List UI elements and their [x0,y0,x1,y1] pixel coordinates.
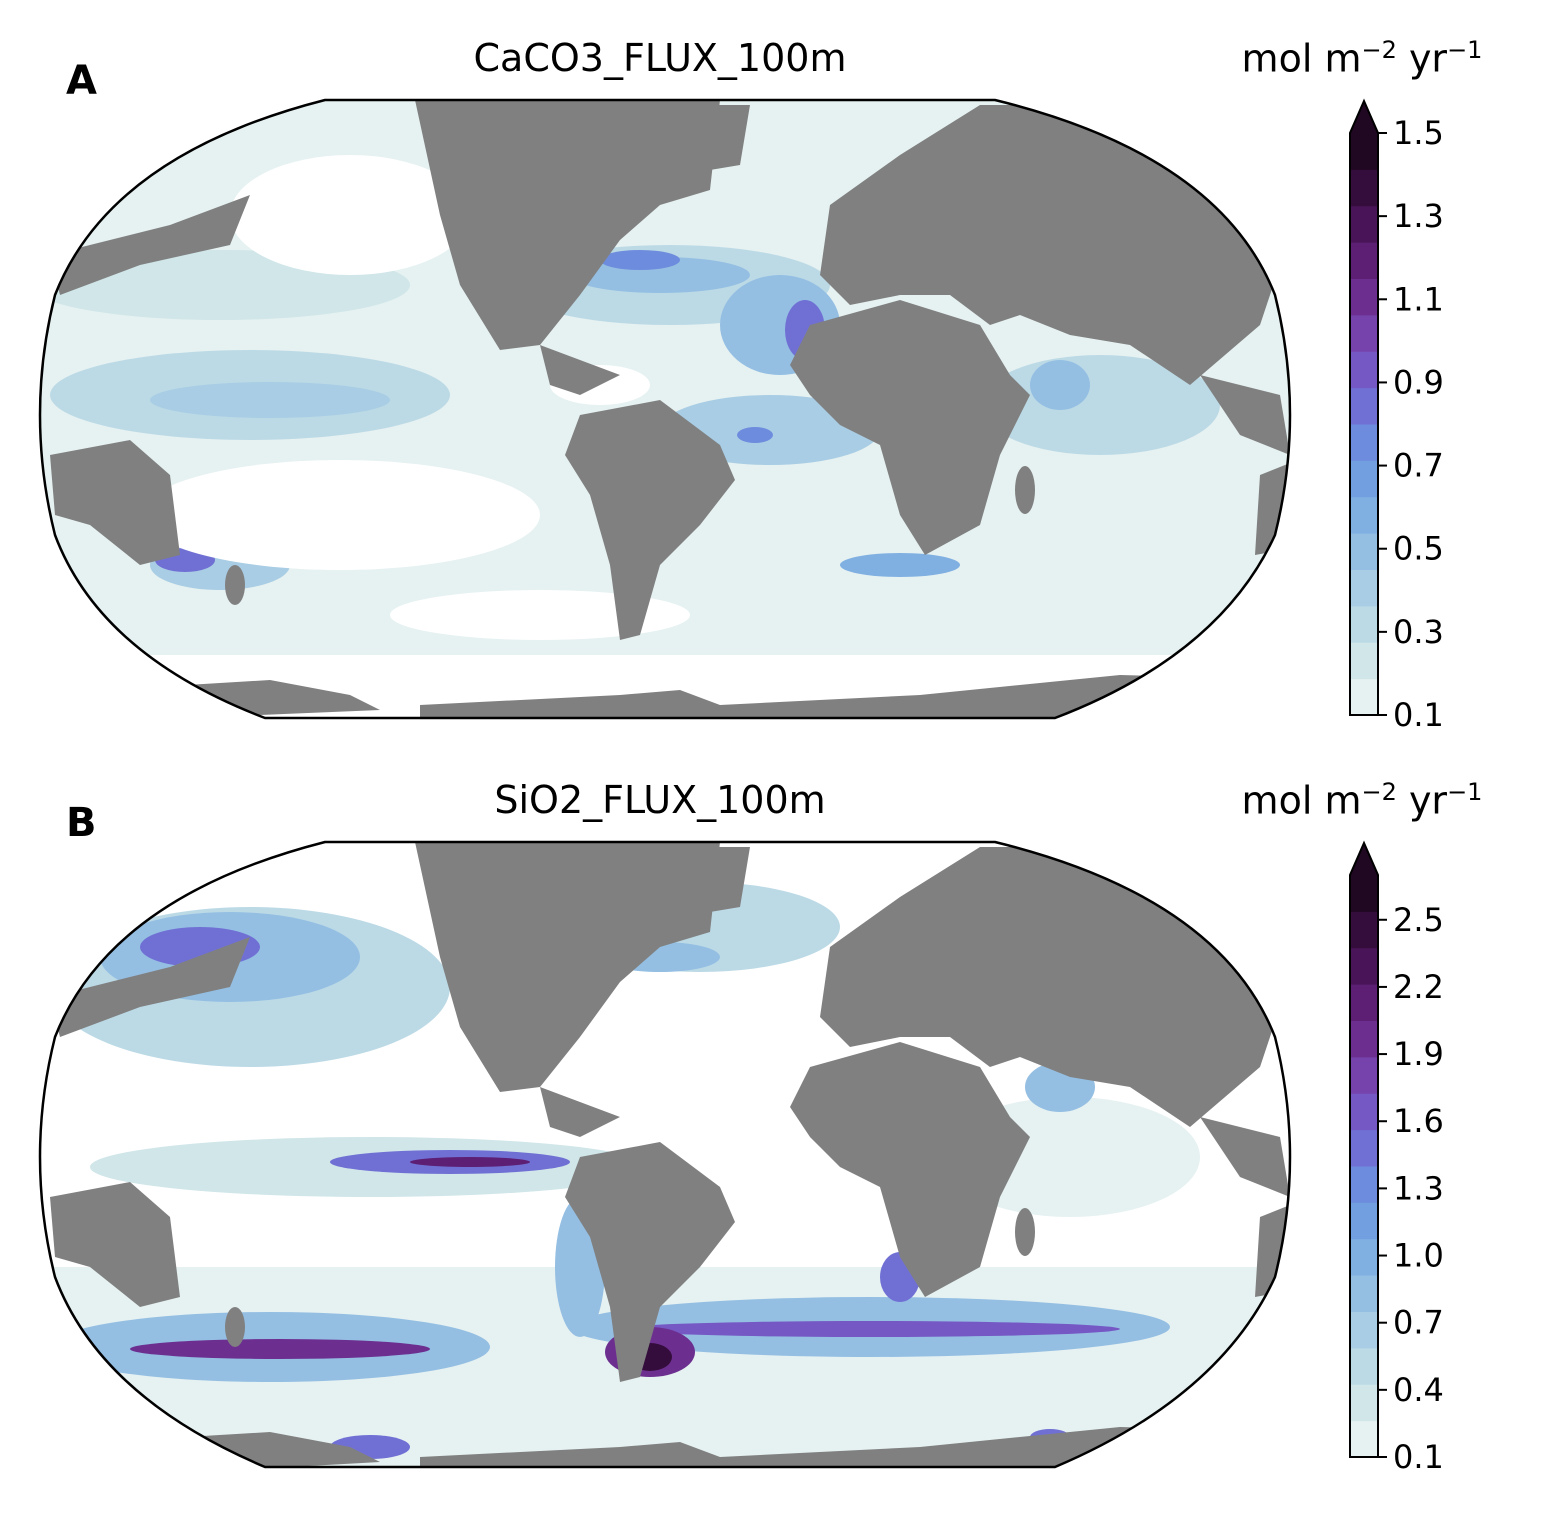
colorbar-outline [1349,98,1379,716]
colorbar-outline [1349,840,1379,1458]
colorbar-tick-label: 0.7 [1393,447,1444,485]
colorbar-tick-label: 0.9 [1393,363,1444,401]
colorbar-tick-label: 0.1 [1393,1438,1444,1476]
map-frame [38,840,1292,1469]
colorbar-segment [1350,875,1378,912]
panel-a: A CaCO3_FLUX_100m mol m−2 yr−1 [0,0,1555,745]
panel-letter: A [66,58,97,104]
colorbar-segment [1350,351,1378,389]
colorbar-segment [1350,169,1378,207]
map-frame [38,98,1292,720]
colorbar-tick-label: 2.2 [1393,968,1444,1006]
colorbar-segment [1350,1056,1378,1094]
colorbar-tick-label: 1.6 [1393,1102,1444,1140]
colorbar-segment [1350,947,1378,985]
colorbar-segment [1350,314,1378,352]
colorbar-segment [1350,1166,1378,1203]
colorbar-segment [1350,1420,1378,1458]
colorbar-segment [1350,242,1378,279]
colorbar-segment [1350,1311,1378,1349]
panel-title: CaCO3_FLUX_100m [473,36,847,80]
world-map [38,840,1292,1469]
colorbar-tick-label: 2.5 [1393,901,1444,939]
colorbar-tick-label: 0.4 [1393,1371,1444,1409]
colorbar-segment [1350,460,1378,498]
colorbar-segment [1350,205,1378,243]
colorbar: 0.1 0.3 0.5 0.7 0.9 1.1 1.3 1.5 [1349,98,1444,734]
colorbar-tick-label: 1.1 [1393,280,1444,318]
colorbar-segment [1350,533,1378,570]
colorbar-segment [1350,496,1378,534]
colorbar-tick-label: 0.7 [1393,1304,1444,1342]
colorbar-segment [1350,911,1378,949]
panel-letter: B [66,800,97,846]
colorbar-segment [1350,1020,1378,1058]
colorbar-segment [1350,1275,1378,1312]
colorbar-segment [1350,1384,1378,1422]
panel-b: B SiO2_FLUX_100m mol m−2 yr−1 [0,742,1555,1487]
colorbar-unit-label: mol m−2 yr−1 [1241,778,1483,823]
colorbar-segment [1350,1347,1378,1385]
colorbar-tick-label: 0.1 [1393,696,1444,734]
colorbar-tick-label: 1.3 [1393,1169,1444,1207]
colorbar-segment [1350,678,1378,716]
colorbar-segment [1350,1202,1378,1240]
world-map [38,98,1292,720]
colorbar-segment [1350,424,1378,461]
colorbar-tick-label: 1.0 [1393,1237,1444,1275]
colorbar: 0.1 0.4 0.7 1.0 1.3 1.6 1.9 2.2 2.5 [1349,840,1444,1476]
land-masses [40,100,1290,718]
colorbar-tick-label: 1.5 [1393,114,1444,152]
colorbar-segment [1350,642,1378,680]
panel-title: SiO2_FLUX_100m [494,778,826,822]
colorbar-segment [1350,1238,1378,1276]
colorbar-segment [1350,133,1378,170]
colorbar-extend-arrow [1350,843,1378,875]
colorbar-unit-label: mol m−2 yr−1 [1241,36,1483,81]
colorbar-tick-label: 1.9 [1393,1035,1444,1073]
colorbar-segment [1350,984,1378,1021]
colorbar-tick-label: 0.3 [1393,613,1444,651]
colorbar-tick-label: 0.5 [1393,530,1444,568]
colorbar-segment [1350,278,1378,316]
colorbar-segment [1350,387,1378,425]
colorbar-extend-arrow [1350,101,1378,133]
colorbar-segment [1350,1129,1378,1167]
colorbar-segment [1350,1093,1378,1131]
flux-field [40,155,1290,718]
colorbar-tick-label: 1.3 [1393,197,1444,235]
land-masses [40,842,1290,1467]
colorbar-segment [1350,605,1378,643]
colorbar-segment [1350,569,1378,607]
